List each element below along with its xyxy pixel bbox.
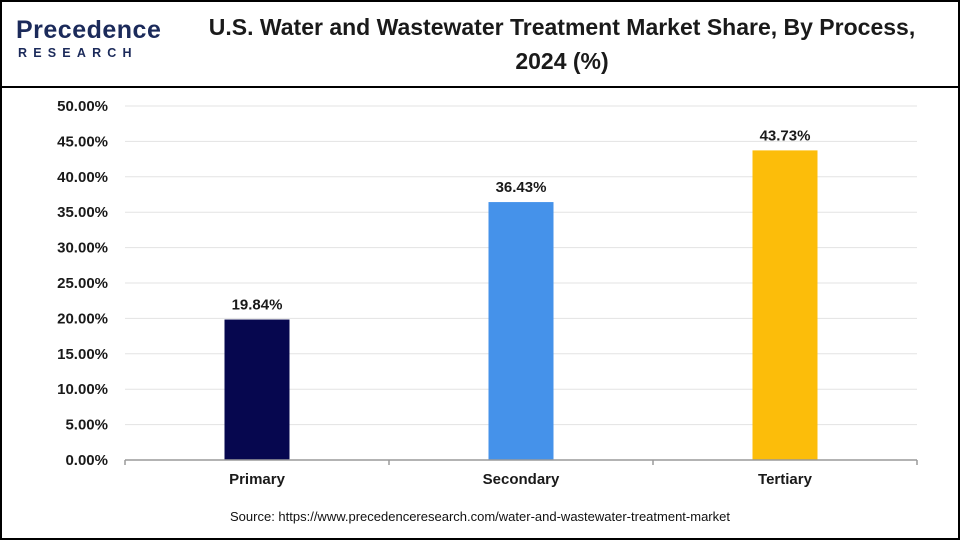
header-divider <box>2 86 958 88</box>
data-label: 19.84% <box>232 297 283 314</box>
logo-subtitle: RESEARCH <box>18 46 138 60</box>
y-tick-label: 5.00% <box>65 417 108 434</box>
y-tick-label: 50.00% <box>57 98 108 115</box>
y-tick-label: 30.00% <box>57 240 108 257</box>
x-tick-label: Primary <box>229 471 286 488</box>
chart-title: U.S. Water and Wastewater Treatment Mark… <box>208 14 916 74</box>
logo-name: Precedence <box>16 16 162 44</box>
y-tick-label: 45.00% <box>57 133 108 150</box>
x-tick-label: Tertiary <box>758 471 813 488</box>
y-tick-label: 10.00% <box>57 381 108 398</box>
data-label: 43.73% <box>760 127 811 144</box>
bar-tertiary <box>752 150 818 460</box>
precedence-research-logo: Precedence RESEARCH <box>16 16 166 68</box>
header: Precedence RESEARCH U.S. Water and Waste… <box>2 2 958 86</box>
y-tick-label: 0.00% <box>65 452 108 469</box>
data-label: 36.43% <box>496 179 547 196</box>
y-tick-label: 15.00% <box>57 346 108 363</box>
bar-primary <box>224 319 290 460</box>
x-axis: Primary Secondary Tertiary <box>124 459 918 488</box>
y-axis-ticks: 0.00% 5.00% 10.00% 15.00% 20.00% 25.00% 30.00%… <box>57 98 108 469</box>
bar-secondary <box>488 202 554 460</box>
source-text: Source: https://www.precedenceresearch.c… <box>230 509 730 524</box>
y-tick-label: 35.00% <box>57 204 108 221</box>
y-tick-label: 40.00% <box>57 169 108 186</box>
bars: 19.84% 36.43% 43.73% <box>224 127 818 460</box>
y-tick-label: 25.00% <box>57 275 108 292</box>
x-tick-label: Secondary <box>483 471 560 488</box>
y-tick-label: 20.00% <box>57 310 108 327</box>
